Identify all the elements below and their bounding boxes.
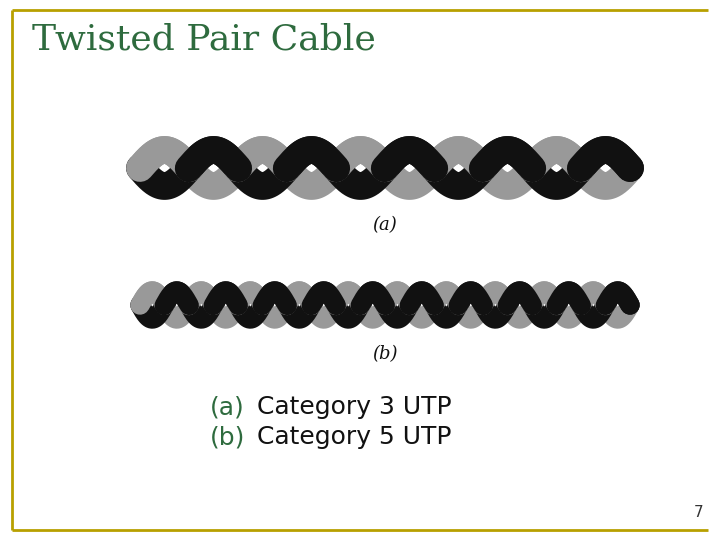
Text: Twisted Pair Cable: Twisted Pair Cable	[32, 22, 376, 56]
Text: Category 5 UTP: Category 5 UTP	[249, 425, 451, 449]
Text: (b): (b)	[372, 345, 397, 363]
Text: (a): (a)	[210, 395, 245, 419]
Text: 7: 7	[693, 505, 703, 520]
Text: (a): (a)	[373, 216, 397, 234]
Text: (b): (b)	[210, 425, 245, 449]
Text: Category 3 UTP: Category 3 UTP	[249, 395, 451, 419]
